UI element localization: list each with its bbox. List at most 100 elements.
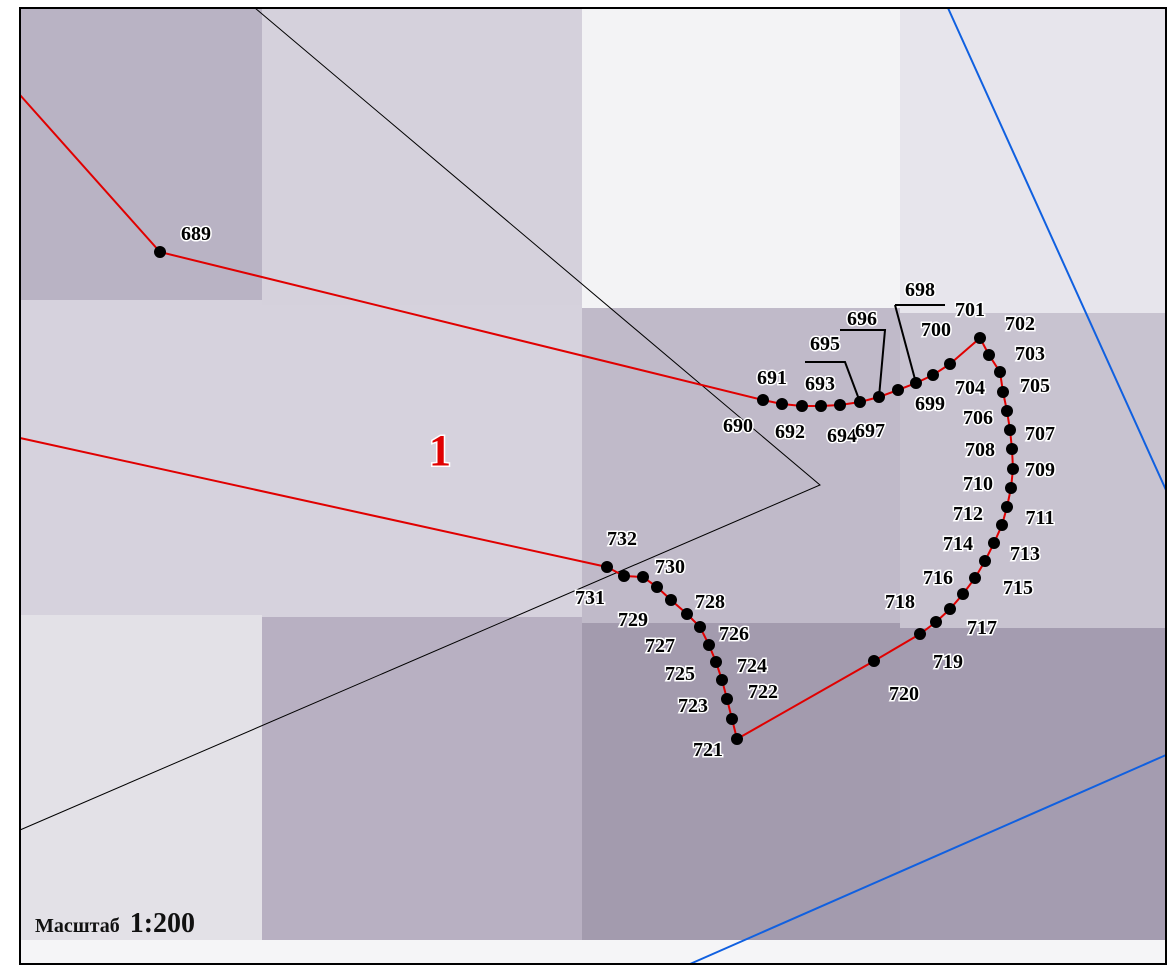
point-marker	[957, 588, 969, 600]
point-label: 713	[1010, 543, 1040, 565]
point-marker	[796, 400, 808, 412]
point-label: 715	[1003, 577, 1033, 599]
point-marker	[994, 366, 1006, 378]
point-label: 692	[775, 421, 805, 443]
point-marker	[637, 571, 649, 583]
point-label: 721	[693, 739, 723, 761]
point-label: 730	[655, 556, 685, 578]
point-label: 695	[810, 333, 840, 355]
point-marker	[854, 396, 866, 408]
frame	[19, 7, 1167, 965]
red-line	[19, 437, 608, 568]
point-marker	[927, 369, 939, 381]
point-label: 703	[1015, 343, 1045, 365]
point-marker	[1005, 482, 1017, 494]
point-marker	[834, 399, 846, 411]
point-marker	[710, 656, 722, 668]
point-label: 714	[943, 533, 973, 555]
point-label: 726	[719, 623, 749, 645]
point-label: 724	[737, 655, 767, 677]
boundary-line	[19, 7, 821, 831]
point-marker	[974, 332, 986, 344]
point-label: 716	[923, 567, 953, 589]
point-marker	[731, 733, 743, 745]
point-marker	[988, 537, 1000, 549]
point-label: 720	[889, 683, 919, 705]
point-marker	[757, 394, 769, 406]
point-label: 696	[847, 308, 877, 330]
scale-label: Масштаб	[35, 915, 120, 937]
point-marker	[983, 349, 995, 361]
point-label: 690	[723, 415, 753, 437]
point-label: 698	[905, 279, 935, 301]
blue-line	[689, 754, 1167, 965]
point-marker	[1004, 424, 1016, 436]
point-label: 731	[575, 587, 605, 609]
point-marker	[1001, 405, 1013, 417]
point-marker	[996, 519, 1008, 531]
point-label: 718	[885, 591, 915, 613]
point-marker	[703, 639, 715, 651]
point-label: 725	[665, 663, 695, 685]
point-label: 707	[1025, 423, 1055, 445]
point-marker	[1001, 501, 1013, 513]
point-label: 702	[1005, 313, 1035, 335]
point-label: 728	[695, 591, 725, 613]
point-marker	[721, 693, 733, 705]
point-marker	[944, 603, 956, 615]
point-marker	[815, 400, 827, 412]
point-marker	[914, 628, 926, 640]
point-label: 710	[963, 473, 993, 495]
point-label: 691	[757, 367, 787, 389]
point-label: 693	[805, 373, 835, 395]
leader-lines	[805, 304, 945, 403]
point-marker	[1007, 463, 1019, 475]
point-label: 705	[1020, 375, 1050, 397]
point-marker	[665, 594, 677, 606]
point-marker	[910, 377, 922, 389]
point-marker	[868, 655, 880, 667]
point-label: 712	[953, 503, 983, 525]
point-marker	[997, 386, 1009, 398]
point-marker	[892, 384, 904, 396]
point-label: 711	[1026, 507, 1055, 529]
blue-line	[947, 7, 1167, 491]
point-marker	[979, 555, 991, 567]
point-label: 701	[955, 299, 985, 321]
point-label: 694	[827, 425, 857, 447]
point-label: 723	[678, 695, 708, 717]
point-label: 706	[963, 407, 993, 429]
point-label: 700	[921, 319, 951, 341]
point-marker	[930, 616, 942, 628]
parcel-label: 1	[429, 426, 451, 475]
point-marker	[618, 570, 630, 582]
point-label: 717	[967, 617, 997, 639]
point-label: 719	[933, 651, 963, 673]
point-label: 697	[855, 420, 885, 442]
point-label: 689	[181, 223, 211, 245]
point-marker	[1006, 443, 1018, 455]
point-marker	[716, 674, 728, 686]
point-marker	[726, 713, 738, 725]
point-label: 722	[748, 681, 778, 703]
point-label: 709	[1025, 459, 1055, 481]
scale: Масштаб 1:200	[35, 908, 195, 939]
point-marker	[601, 561, 613, 573]
point-marker	[776, 398, 788, 410]
point-marker	[694, 621, 706, 633]
point-label: 704	[955, 377, 985, 399]
point-label: 699	[915, 393, 945, 415]
point-label: 708	[965, 439, 995, 461]
point-marker	[944, 358, 956, 370]
point-label: 729	[618, 609, 648, 631]
point-marker	[681, 608, 693, 620]
point-label: 732	[607, 528, 637, 550]
point-marker	[651, 581, 663, 593]
point-marker	[969, 572, 981, 584]
scale-value: 1:200	[130, 908, 195, 939]
point-label: 727	[645, 635, 675, 657]
point-marker	[154, 246, 166, 258]
